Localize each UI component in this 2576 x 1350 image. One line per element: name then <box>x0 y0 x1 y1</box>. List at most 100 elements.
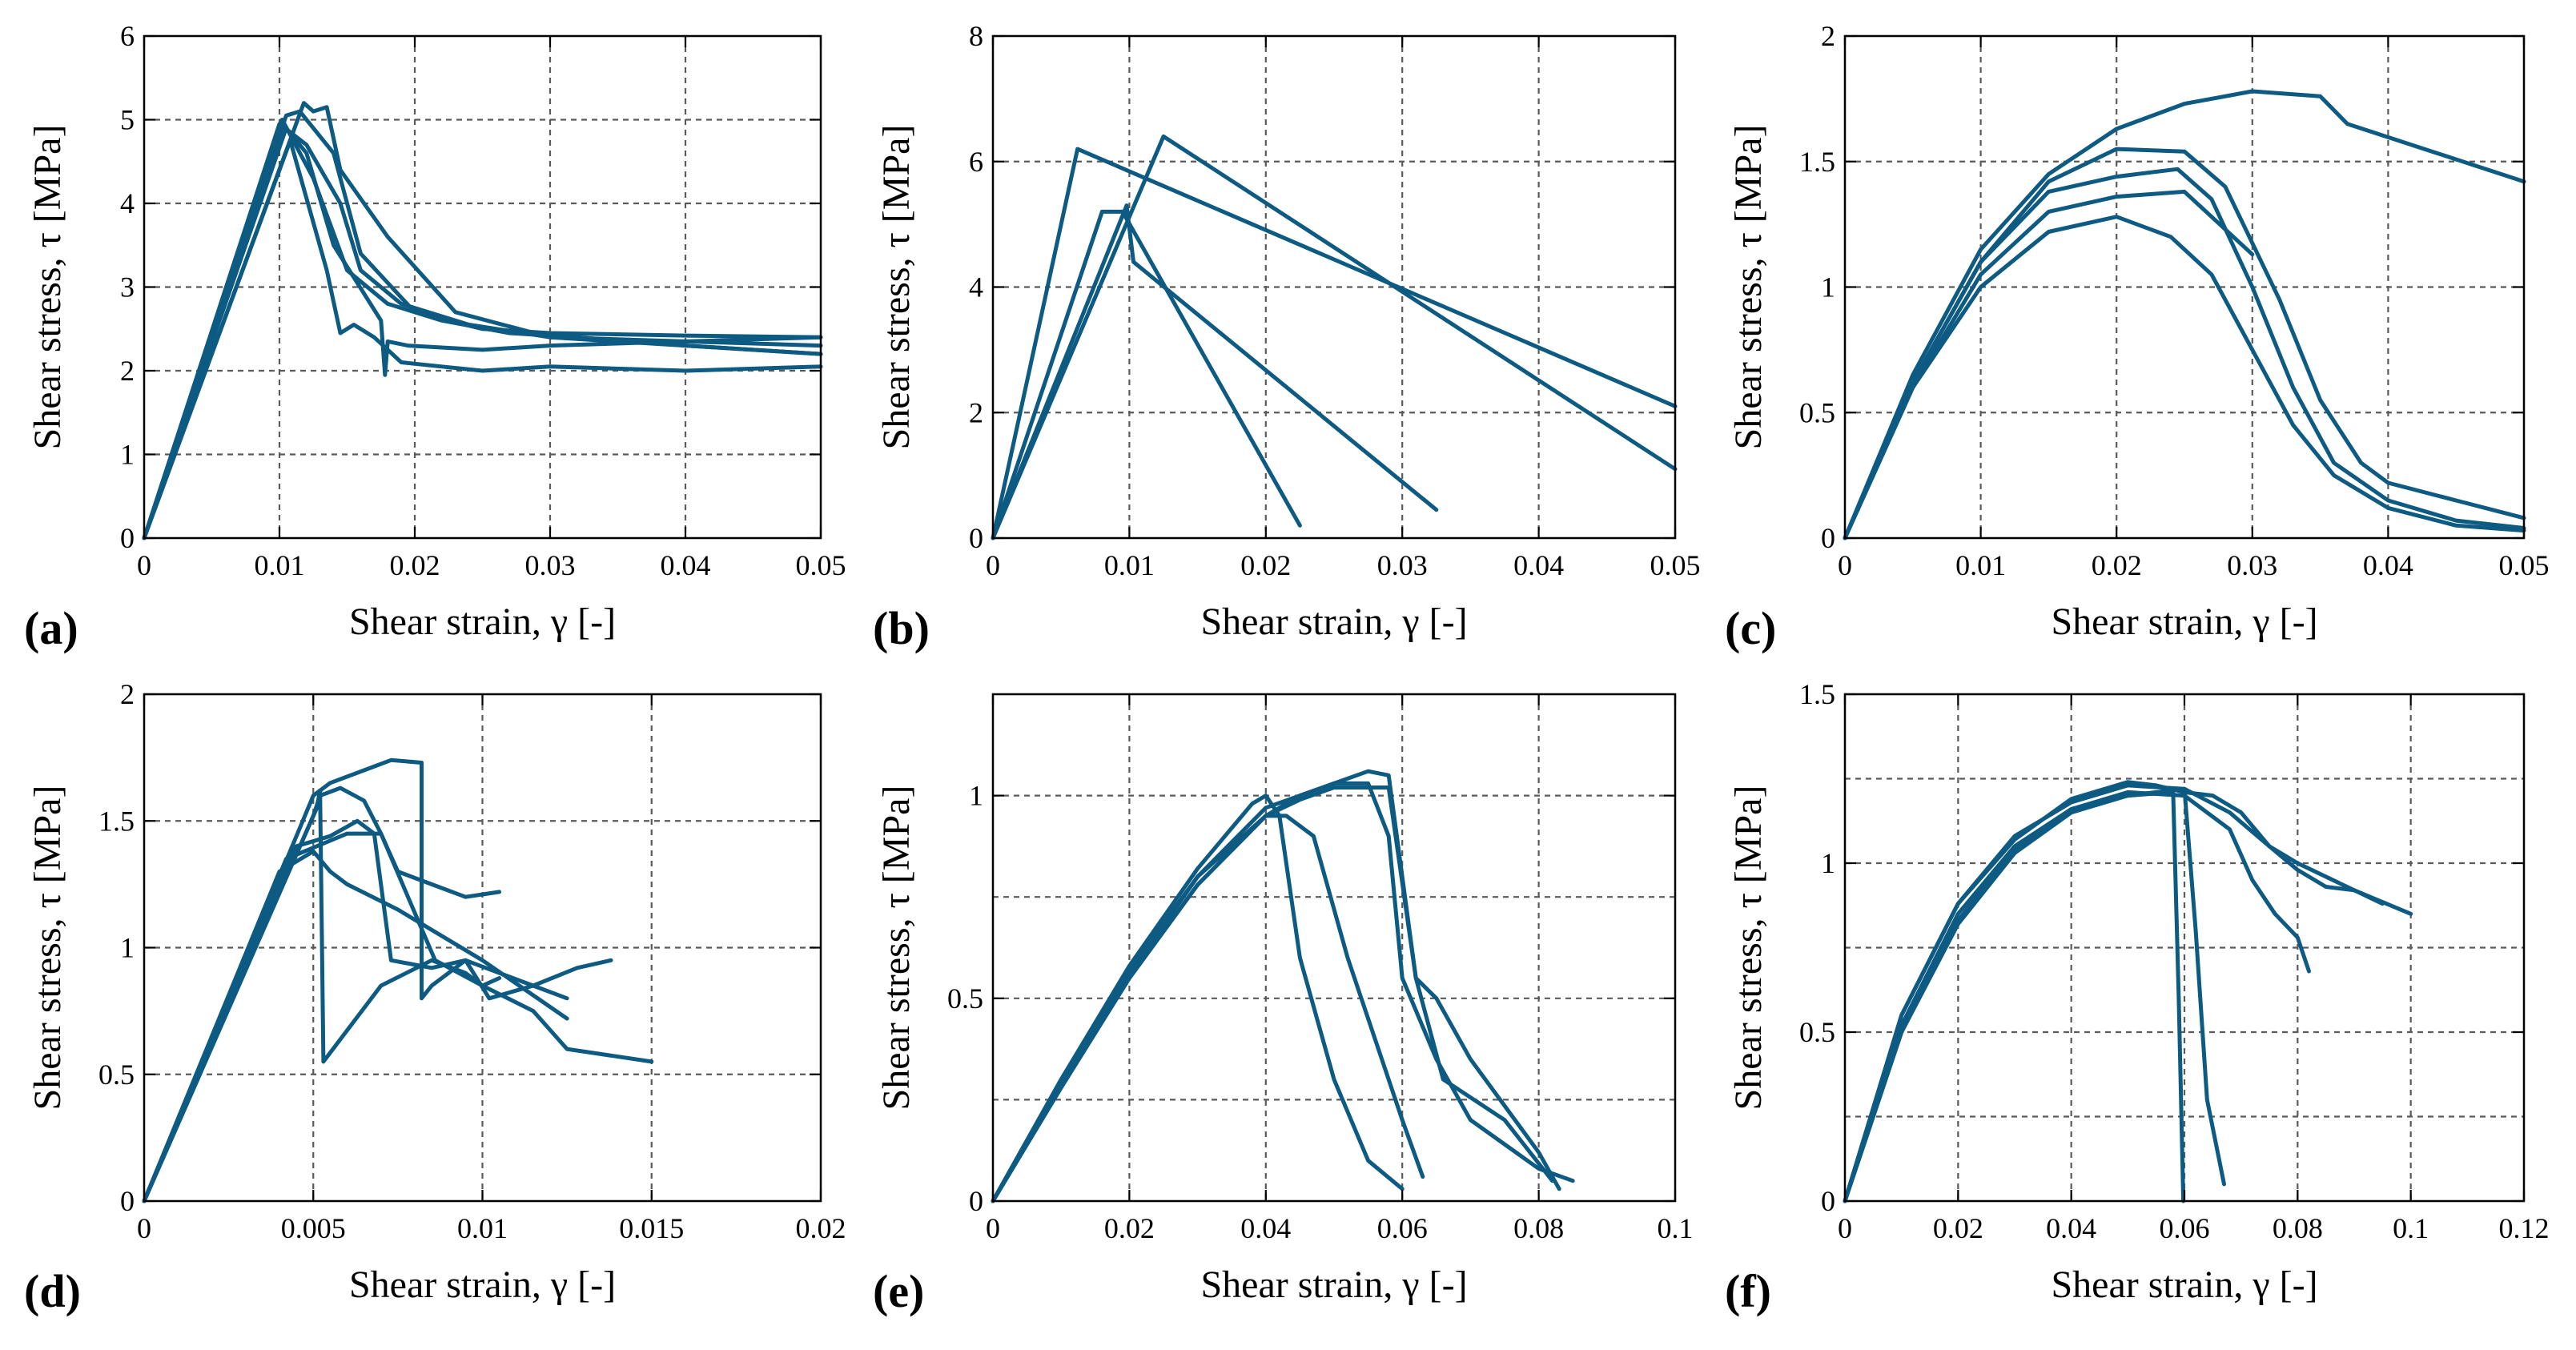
x-tick-label: 0 <box>1838 1212 1852 1244</box>
x-tick-label: 0.04 <box>1240 1212 1291 1244</box>
series-line-d-3 <box>142 785 502 1203</box>
series-line-f-1 <box>1843 780 2413 1203</box>
y-tick-label: 0 <box>120 1185 135 1217</box>
y-tick-label: 0.5 <box>98 1059 135 1091</box>
series-line-a-2 <box>142 101 823 540</box>
series-line-f-3 <box>1843 786 2226 1203</box>
series-line-c-5 <box>1843 215 2526 540</box>
series-line-a-3 <box>142 122 823 540</box>
x-tick-label: 0 <box>986 1212 1000 1244</box>
series-line-d-5 <box>142 831 654 1203</box>
chart-panel-b: 0 0.01 0.02 0.03 0.04 0.05 0 2 4 6 8 Shear strain, … <box>873 20 1701 654</box>
x-tick-label: 0.1 <box>2393 1212 2429 1244</box>
series-line-d-2 <box>142 788 502 1203</box>
series-line-e-5 <box>991 814 1425 1203</box>
y-tick-label: 0.5 <box>1799 396 1835 428</box>
y-tick-label: 0.5 <box>947 982 983 1015</box>
chart-panel-c: 0 0.01 0.02 0.03 0.04 0.05 0 0.5 1 1.5 2 Shear stra… <box>1725 20 2550 654</box>
y-tick-label: 1.5 <box>98 805 135 837</box>
chart-panel-d: 0 0.005 0.01 0.015 0.02 0 0.5 1 1.5 2 Shear strain… <box>24 678 846 1317</box>
y-tick-label: 1.5 <box>1799 678 1835 710</box>
y-tick-label: 2 <box>1821 20 1835 52</box>
x-axis-title: Shear strain, γ [-] <box>2051 1264 2317 1306</box>
y-axis-title: Shear stress, τ [MPa] <box>26 125 69 450</box>
series-line-c-4 <box>1843 189 2255 540</box>
y-tick-label: 0 <box>120 522 135 554</box>
series-line-e-2 <box>991 769 1561 1203</box>
plot-frame <box>991 693 1677 1203</box>
y-axis-title: Shear stress, τ [MPa] <box>1727 125 1770 450</box>
panel-label: (c) <box>1725 602 1776 654</box>
x-tick-label: 0.02 <box>796 1212 846 1244</box>
y-tick-label: 0 <box>969 522 983 554</box>
y-tick-label: 6 <box>120 20 135 52</box>
series-line-a-1 <box>142 109 823 540</box>
x-axis-title: Shear strain, γ [-] <box>2051 601 2317 643</box>
y-tick-label: 1 <box>1821 847 1835 879</box>
x-tick-label: 0.02 <box>390 549 440 581</box>
y-tick-label: 2 <box>120 355 135 387</box>
y-tick-label: 1 <box>120 439 135 471</box>
series-line-a-5 <box>142 139 823 540</box>
y-tick-label: 3 <box>120 271 135 303</box>
series-line-a-4 <box>142 126 823 540</box>
y-axis-title: Shear stress, τ [MPa] <box>875 785 918 1111</box>
series-line-b-2 <box>991 134 1678 540</box>
x-axis-title: Shear strain, γ [-] <box>1200 601 1467 643</box>
x-tick-label: 0 <box>986 549 1000 581</box>
x-tick-label: 0.005 <box>281 1212 346 1244</box>
chart-panel-f: 0 0.02 0.04 0.06 0.08 0.1 0.12 0 0.5 1 1.5 Shear st… <box>1725 678 2550 1317</box>
y-tick-label: 8 <box>969 20 983 52</box>
x-tick-label: 0.01 <box>1955 549 2006 581</box>
x-axis-title: Shear strain, γ [-] <box>1200 1264 1467 1306</box>
x-tick-label: 0.04 <box>2363 549 2413 581</box>
x-tick-label: 0.02 <box>1240 549 1291 581</box>
x-tick-label: 0.03 <box>2227 549 2277 581</box>
y-axis-title: Shear stress, τ [MPa] <box>875 125 918 450</box>
y-tick-label: 6 <box>969 146 983 178</box>
series-line-c-3 <box>1843 167 2526 540</box>
x-tick-label: 0.05 <box>796 549 846 581</box>
x-tick-label: 0.04 <box>661 549 711 581</box>
y-axis-title: Shear stress, τ [MPa] <box>26 785 69 1111</box>
series-line-f-4 <box>1843 790 2311 1203</box>
y-tick-label: 1 <box>1821 271 1835 303</box>
x-tick-label: 0.02 <box>1933 1212 1983 1244</box>
x-tick-label: 0.02 <box>2092 549 2142 581</box>
y-tick-label: 5 <box>120 104 135 136</box>
x-tick-label: 0.1 <box>1658 1212 1694 1244</box>
series-line-b-4 <box>991 203 1439 540</box>
panel-label: (e) <box>873 1265 924 1317</box>
x-tick-label: 0.015 <box>619 1212 684 1244</box>
y-tick-label: 2 <box>120 678 135 710</box>
y-tick-label: 1 <box>969 780 983 812</box>
panel-label: (a) <box>24 602 78 654</box>
series-line-c-2 <box>1843 147 2526 540</box>
panel-label: (d) <box>24 1265 81 1317</box>
series-line-b-3 <box>991 209 1302 540</box>
series-line-d-4 <box>142 818 613 1203</box>
y-tick-label: 0 <box>969 1185 983 1217</box>
series-line-b-1 <box>991 147 1678 540</box>
x-tick-label: 0.04 <box>1513 549 1564 581</box>
x-tick-label: 0.12 <box>2499 1212 2550 1244</box>
series-line-c-1 <box>1843 89 2526 540</box>
y-tick-label: 1.5 <box>1799 146 1835 178</box>
x-tick-label: 0.03 <box>525 549 576 581</box>
x-axis-title: Shear strain, γ [-] <box>349 601 616 643</box>
x-tick-label: 0.06 <box>1377 1212 1428 1244</box>
y-tick-label: 0 <box>1821 522 1835 554</box>
x-tick-label: 0.03 <box>1377 549 1428 581</box>
x-tick-label: 0.05 <box>1650 549 1701 581</box>
x-tick-label: 0.02 <box>1104 1212 1155 1244</box>
chart-panel-a: 0 0.01 0.02 0.03 0.04 0.05 0 1 2 3 4 5 6 Shear strain… <box>24 20 846 654</box>
series-line-f-5 <box>1843 783 2385 1203</box>
series-line-d-6 <box>142 849 569 1203</box>
x-tick-label: 0.04 <box>2046 1212 2096 1244</box>
x-tick-label: 0 <box>137 549 151 581</box>
y-tick-label: 2 <box>969 396 983 428</box>
x-axis-title: Shear strain, γ [-] <box>349 1264 616 1306</box>
x-tick-label: 0.08 <box>1513 1212 1564 1244</box>
series-line-a-6 <box>142 118 823 540</box>
